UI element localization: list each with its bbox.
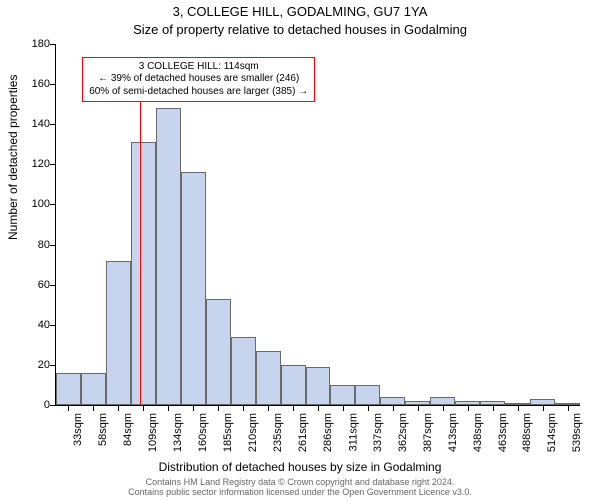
x-tick	[243, 405, 244, 411]
x-tick	[418, 405, 419, 411]
x-tick-label: 134sqm	[172, 413, 184, 452]
x-axis-label: Distribution of detached houses by size …	[0, 460, 600, 474]
x-tick-label: 362sqm	[397, 413, 409, 452]
histogram-bar	[206, 299, 231, 405]
x-tick-label: 235sqm	[272, 413, 284, 452]
x-tick-label: 286sqm	[322, 413, 334, 452]
histogram-bar	[281, 365, 306, 405]
property-marker-line	[140, 73, 141, 405]
y-tick-label: 60	[38, 279, 50, 291]
x-tick	[218, 405, 219, 411]
y-tick-label: 20	[38, 359, 50, 371]
y-tick-label: 80	[38, 239, 50, 251]
y-tick-label: 0	[44, 399, 50, 411]
y-axis-label: Number of detached properties	[6, 75, 20, 240]
y-tick	[50, 204, 56, 205]
y-tick-label: 160	[32, 78, 50, 90]
x-tick-label: 33sqm	[72, 413, 84, 446]
x-tick	[543, 405, 544, 411]
x-tick	[143, 405, 144, 411]
histogram-bar	[156, 108, 181, 405]
x-tick	[168, 405, 169, 411]
y-tick	[50, 365, 56, 366]
histogram-bar	[430, 397, 455, 405]
x-tick	[368, 405, 369, 411]
x-tick-label: 413sqm	[447, 413, 459, 452]
y-tick-label: 100	[32, 198, 50, 210]
histogram-bar	[380, 397, 405, 405]
annotation-line: ← 39% of detached houses are smaller (24…	[89, 73, 308, 86]
histogram-bar	[181, 172, 206, 405]
x-tick	[343, 405, 344, 411]
y-tick	[50, 245, 56, 246]
x-tick-label: 463sqm	[497, 413, 509, 452]
x-tick-label: 84sqm	[122, 413, 134, 446]
x-tick-label: 160sqm	[197, 413, 209, 452]
x-tick	[93, 405, 94, 411]
x-tick-label: 311sqm	[347, 413, 359, 451]
y-tick	[50, 44, 56, 45]
chart-title-line2: Size of property relative to detached ho…	[0, 22, 600, 37]
x-tick-label: 109sqm	[147, 413, 159, 452]
y-tick	[50, 164, 56, 165]
x-tick	[518, 405, 519, 411]
x-tick	[268, 405, 269, 411]
x-tick-label: 185sqm	[222, 413, 234, 452]
x-tick	[293, 405, 294, 411]
y-tick-label: 40	[38, 319, 50, 331]
histogram-bar	[231, 337, 256, 405]
y-tick	[50, 325, 56, 326]
chart-title-line1: 3, COLLEGE HILL, GODALMING, GU7 1YA	[0, 4, 600, 19]
histogram-bar	[81, 373, 106, 405]
y-tick	[50, 405, 56, 406]
x-tick-label: 539sqm	[572, 413, 584, 452]
x-tick	[118, 405, 119, 411]
y-tick-label: 140	[32, 118, 50, 130]
footer-line2: Contains public sector information licen…	[128, 487, 472, 497]
x-tick	[443, 405, 444, 411]
histogram-bar	[306, 367, 331, 405]
histogram-plot-area: 02040608010012014016018033sqm58sqm84sqm1…	[55, 44, 580, 406]
histogram-bar	[330, 385, 355, 405]
x-tick	[318, 405, 319, 411]
x-tick-label: 488sqm	[522, 413, 534, 452]
x-tick	[468, 405, 469, 411]
x-tick-label: 261sqm	[297, 413, 309, 452]
x-tick	[568, 405, 569, 411]
y-tick	[50, 285, 56, 286]
footer-attribution: Contains HM Land Registry data © Crown c…	[0, 478, 600, 498]
x-tick-label: 438sqm	[472, 413, 484, 452]
histogram-bar	[106, 261, 131, 405]
x-tick	[493, 405, 494, 411]
y-tick	[50, 84, 56, 85]
histogram-bar	[355, 385, 380, 405]
x-tick	[193, 405, 194, 411]
annotation-line: 3 COLLEGE HILL: 114sqm	[89, 61, 308, 74]
annotation-box: 3 COLLEGE HILL: 114sqm← 39% of detached …	[82, 57, 315, 103]
y-tick-label: 120	[32, 158, 50, 170]
annotation-line: 60% of semi-detached houses are larger (…	[89, 86, 308, 99]
x-tick-label: 514sqm	[547, 413, 559, 452]
y-tick	[50, 124, 56, 125]
y-tick-label: 180	[32, 38, 50, 50]
x-tick-label: 387sqm	[422, 413, 434, 452]
footer-line1: Contains HM Land Registry data © Crown c…	[146, 477, 455, 487]
histogram-bar	[131, 142, 156, 405]
x-tick-label: 58sqm	[97, 413, 109, 446]
x-tick	[393, 405, 394, 411]
x-tick-label: 210sqm	[247, 413, 259, 452]
histogram-bar	[256, 351, 281, 405]
histogram-bar	[56, 373, 81, 405]
x-tick-label: 337sqm	[372, 413, 384, 452]
x-tick	[68, 405, 69, 411]
